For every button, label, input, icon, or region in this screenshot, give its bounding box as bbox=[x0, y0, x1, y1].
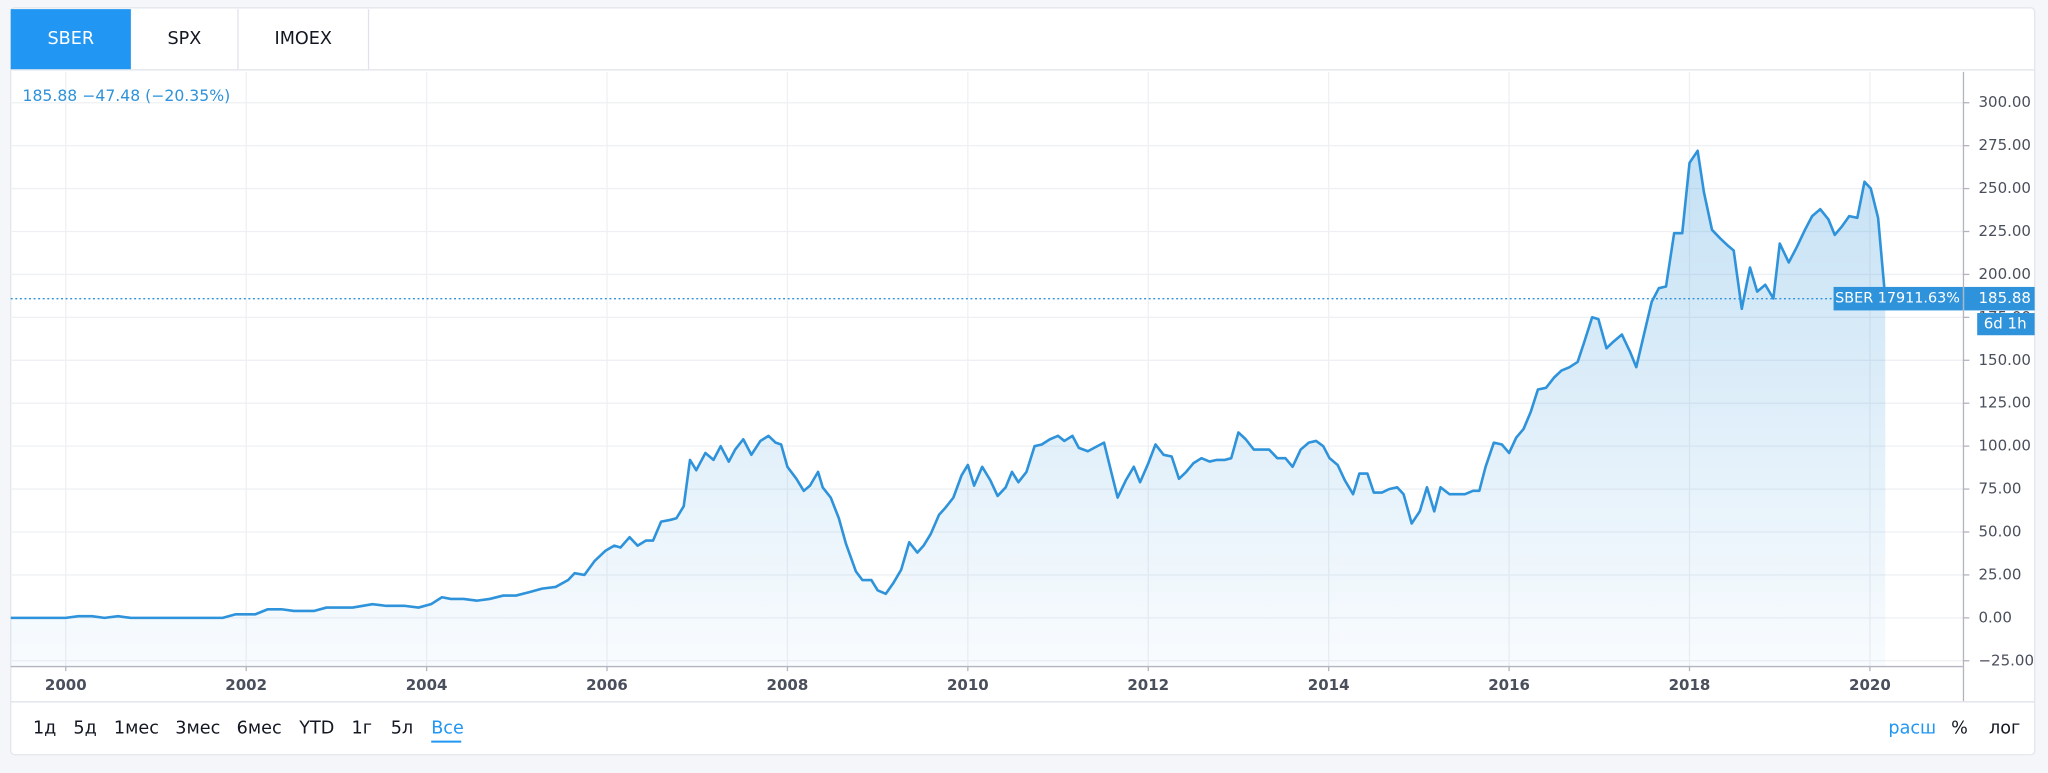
legend-value: 185.88 −47.48 (−20.35%) bbox=[22, 86, 230, 105]
x-tick-label: 2018 bbox=[1669, 676, 1711, 694]
toolbar: 1д 5д 1мес 3мес 6мес YTD 1г 5л Все расш% лог bbox=[33, 719, 2020, 743]
x-tick-label: 2014 bbox=[1308, 676, 1350, 694]
tab[interactable]: IMOEX bbox=[275, 29, 332, 49]
plot: −25.00 0.00 25.00 50.00 75.00 100.00 125.00 150… bbox=[10, 71, 2035, 702]
range-button[interactable]: 3мес bbox=[175, 719, 220, 739]
x-tick-label: 2008 bbox=[767, 676, 809, 694]
area bbox=[10, 150, 1886, 666]
y-tick-label: 150.00 bbox=[1978, 351, 2031, 369]
y-tick-label: 300.00 bbox=[1978, 93, 2031, 111]
range-button[interactable]: 1мес bbox=[114, 719, 159, 739]
y-tick-label: −25.00 bbox=[1978, 651, 2034, 669]
x-tick-label: 2002 bbox=[225, 676, 267, 694]
y-tick-label: 0.00 bbox=[1978, 608, 2011, 626]
range-button[interactable]: 5д bbox=[73, 719, 96, 739]
price-tag: SBER 17911.63% bbox=[1835, 291, 1960, 307]
range-button[interactable]: 6мес bbox=[237, 719, 282, 739]
range-button[interactable]: 1г bbox=[352, 719, 372, 739]
x-tick-label: 2010 bbox=[947, 676, 989, 694]
y-tick-label: 200.00 bbox=[1978, 265, 2031, 283]
last-price-bg bbox=[1964, 286, 2035, 311]
y-tick-label: 100.00 bbox=[1978, 437, 2031, 455]
y-tick-label: 250.00 bbox=[1978, 179, 2031, 197]
last-price-label: 185.88 bbox=[1978, 289, 2031, 307]
x-tick-label: 2020 bbox=[1849, 676, 1891, 694]
price-tag-bg bbox=[1833, 286, 1963, 311]
x-tick-label: 2000 bbox=[45, 676, 87, 694]
x-tick-label: 2012 bbox=[1127, 676, 1169, 694]
option-button[interactable]: лог bbox=[1989, 719, 2020, 739]
x-tick-label: 2016 bbox=[1488, 676, 1530, 694]
countdown-bg bbox=[1977, 313, 2035, 336]
y-tick-label: 75.00 bbox=[1978, 480, 2021, 498]
range-button[interactable]: 5л bbox=[391, 719, 413, 739]
x-tick-label: 2006 bbox=[586, 676, 628, 694]
y-tick-label: 125.00 bbox=[1978, 394, 2031, 412]
y-tick-label: 50.00 bbox=[1978, 522, 2021, 540]
option-button[interactable]: % bbox=[1951, 719, 1968, 739]
countdown: 6d 1h bbox=[1984, 315, 2027, 333]
line bbox=[10, 149, 1887, 620]
range-button[interactable]: Все bbox=[431, 719, 464, 739]
y-tick-label: 25.00 bbox=[1978, 565, 2021, 583]
tab[interactable]: SPX bbox=[167, 29, 201, 49]
option-button[interactable]: расш bbox=[1888, 719, 1936, 739]
tab[interactable]: SBER bbox=[47, 29, 94, 49]
range-button[interactable]: 1д bbox=[33, 719, 56, 739]
y-tick-label: 225.00 bbox=[1978, 222, 2031, 240]
tab-active-bg[interactable] bbox=[10, 9, 131, 70]
range-button[interactable]: YTD bbox=[298, 719, 334, 739]
x-tick-label: 2004 bbox=[406, 676, 448, 694]
y-tick-label: 275.00 bbox=[1978, 136, 2031, 154]
